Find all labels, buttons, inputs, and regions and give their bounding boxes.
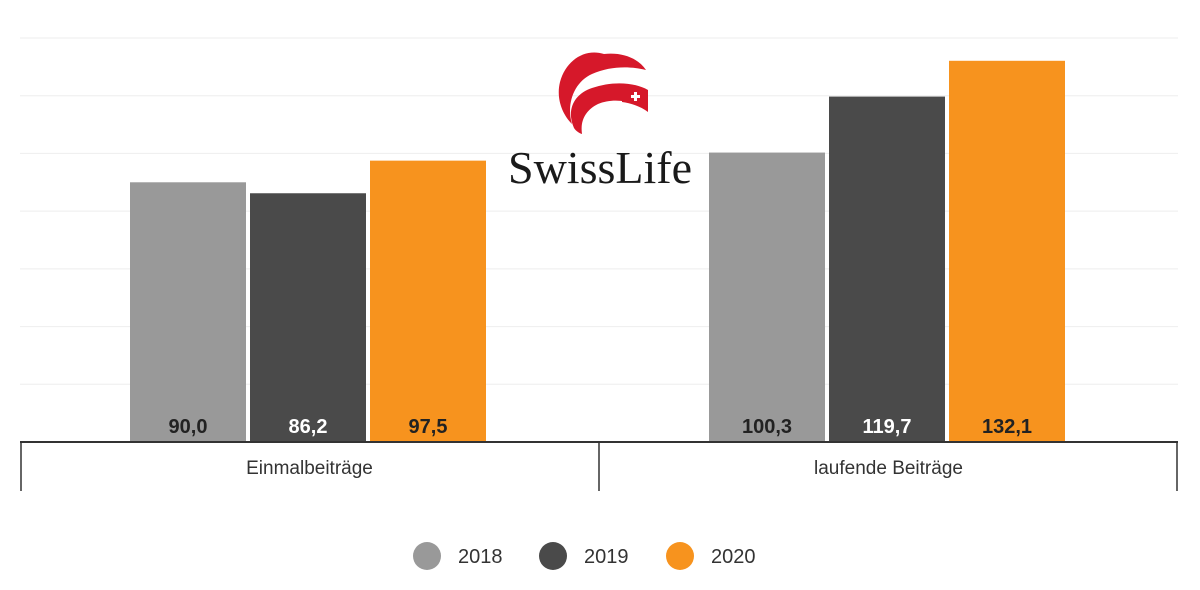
swisslife-logo-text: SwissLife xyxy=(508,142,692,193)
legend-label: 2019 xyxy=(584,546,629,568)
legend: 2018 2019 2020 xyxy=(413,542,756,570)
data-label: 90,0 xyxy=(169,416,208,438)
bar xyxy=(370,160,486,442)
swisslife-logo: SwissLife xyxy=(508,52,692,193)
bar xyxy=(130,182,246,443)
bar xyxy=(949,60,1065,442)
bars: 90,0 100,3 86,2 119,7 97,5 132,1 xyxy=(130,60,1065,443)
legend-marker xyxy=(413,542,441,570)
legend-label: 2020 xyxy=(711,546,756,568)
data-label: 100,3 xyxy=(742,416,792,438)
bar xyxy=(829,96,945,442)
legend-marker xyxy=(666,542,694,570)
bar xyxy=(250,193,366,442)
legend-label: 2018 xyxy=(458,546,503,568)
legend-marker xyxy=(539,542,567,570)
data-label: 97,5 xyxy=(409,416,448,438)
data-label: 86,2 xyxy=(289,416,328,438)
x-axis: Einmalbeiträge laufende Beiträge xyxy=(20,441,1178,491)
data-label: 132,1 xyxy=(982,416,1032,438)
data-label: 119,7 xyxy=(863,416,912,438)
swisslife-logo-mark xyxy=(558,52,648,134)
bar xyxy=(709,152,825,442)
category-label: Einmalbeiträge xyxy=(246,458,373,479)
category-label: laufende Beiträge xyxy=(814,458,963,479)
